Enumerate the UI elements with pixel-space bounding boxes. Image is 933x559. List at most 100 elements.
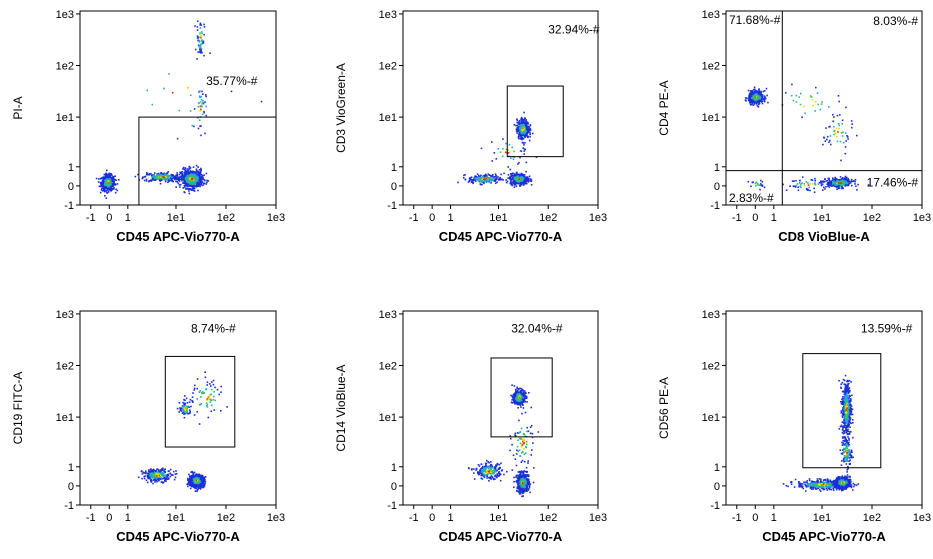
event-points — [457, 111, 538, 188]
event-dot — [498, 475, 500, 477]
event-dot — [184, 409, 187, 412]
event-dot — [201, 175, 204, 178]
y-tick-label: 1e3 — [56, 9, 74, 21]
event-dot — [841, 119, 844, 122]
event-dot — [520, 183, 523, 186]
event-dot — [210, 385, 212, 387]
event-dot — [144, 475, 146, 477]
event-dot — [493, 152, 496, 154]
event-dot — [822, 143, 824, 146]
event-dot — [220, 410, 222, 412]
event-dot — [155, 470, 157, 472]
event-dot — [491, 178, 493, 180]
event-dot — [760, 90, 762, 93]
event-dot — [526, 127, 528, 130]
event-dot — [198, 90, 200, 93]
event-dot — [110, 190, 113, 192]
event-dot — [114, 191, 117, 194]
event-dot — [212, 383, 215, 386]
event-dot — [830, 180, 832, 182]
x-tick-label: 1e3 — [267, 212, 285, 224]
event-dot — [507, 166, 509, 168]
event-dot — [521, 118, 524, 120]
event-dot — [487, 178, 489, 180]
event-dot — [111, 181, 113, 184]
event-dot — [148, 174, 151, 176]
event-dot — [516, 121, 518, 124]
event-dot — [99, 178, 102, 180]
event-dot — [199, 22, 202, 25]
event-dot — [195, 186, 198, 188]
event-dot — [509, 182, 511, 185]
event-dot — [846, 182, 849, 185]
event-dot — [792, 99, 795, 102]
event-dot — [828, 181, 830, 183]
event-dot — [749, 93, 752, 96]
event-dot — [488, 461, 490, 464]
event-dot — [484, 176, 486, 179]
x-tick-label: 1e1 — [489, 212, 507, 224]
event-dot — [188, 181, 190, 184]
event-dot — [110, 173, 113, 176]
event-dot — [165, 480, 167, 483]
event-dot — [507, 149, 509, 152]
gate-rect[interactable] — [164, 355, 236, 448]
event-dot — [158, 471, 161, 474]
event-dot — [485, 467, 487, 469]
event-dot — [191, 178, 194, 180]
event-dot — [200, 176, 202, 178]
event-dot — [150, 480, 153, 482]
event-dot — [195, 180, 198, 183]
y-axis-label: PI-A — [11, 96, 25, 119]
x-axis-label: CD45 APC-Vio770-A — [439, 229, 563, 244]
event-dot — [523, 133, 526, 135]
event-dot — [176, 172, 178, 174]
event-dot — [169, 472, 172, 475]
event-dot — [148, 180, 150, 183]
event-dot — [523, 148, 526, 150]
gate-rect[interactable] — [506, 85, 564, 158]
event-dot — [519, 132, 522, 134]
event-dot — [201, 479, 204, 482]
event-dot — [190, 479, 192, 482]
event-dot — [151, 475, 153, 477]
event-dot — [189, 475, 191, 477]
event-dot — [825, 127, 827, 129]
event-dot — [191, 184, 193, 187]
y-tick-label: 1 — [68, 462, 74, 474]
event-dot — [499, 176, 501, 179]
gate-rect[interactable] — [138, 116, 277, 206]
event-dot — [515, 124, 517, 127]
event-dot — [213, 395, 215, 398]
event-dot — [173, 177, 176, 179]
event-dot — [198, 183, 201, 186]
event-dot — [158, 175, 161, 178]
y-tick-label: 1e2 — [702, 61, 720, 73]
event-dot — [200, 183, 202, 185]
event-dot — [200, 95, 202, 98]
event-dot — [749, 95, 752, 98]
event-dot — [194, 490, 197, 492]
event-dot — [206, 403, 209, 406]
event-dot — [492, 179, 494, 182]
event-dot — [464, 178, 467, 181]
x-tick-label: 1e3 — [267, 512, 285, 524]
event-dot — [489, 473, 492, 475]
event-dot — [844, 152, 847, 155]
y-tick-label: 1e3 — [56, 309, 74, 321]
event-dot — [749, 98, 752, 100]
event-dot — [820, 180, 823, 183]
event-dot — [492, 173, 494, 176]
event-dot — [196, 175, 199, 178]
event-dot — [523, 144, 525, 146]
event-dot — [523, 119, 525, 121]
event-dot — [202, 102, 205, 105]
event-dot — [151, 177, 154, 180]
event-dot — [528, 139, 531, 142]
event-dot — [198, 41, 201, 43]
event-dot — [152, 176, 154, 178]
event-dot — [186, 411, 189, 413]
event-dot — [101, 190, 104, 192]
event-dot — [186, 171, 189, 173]
event-dot — [750, 100, 752, 103]
